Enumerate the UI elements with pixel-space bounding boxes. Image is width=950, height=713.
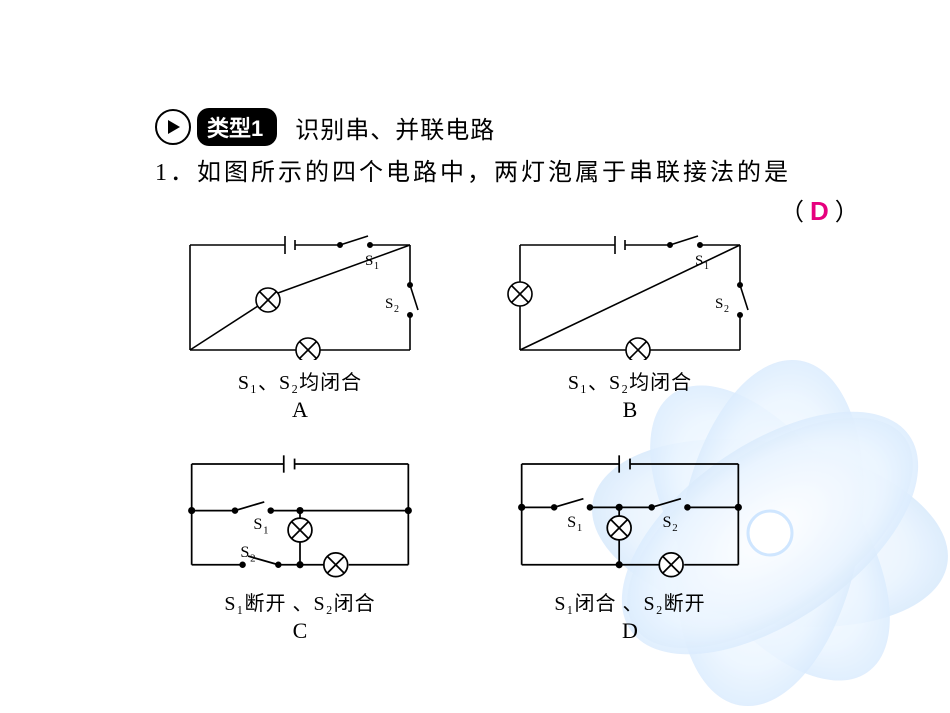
type-label: 类型1 <box>197 108 277 146</box>
diagram-c: S1 S2 S₁断开 、S₂闭合 C <box>170 451 430 644</box>
caption-c-letter: C <box>293 618 308 644</box>
svg-text:2: 2 <box>724 304 729 315</box>
question-body: 如图所示的四个电路中，两灯泡属于串联接法的是 <box>197 160 791 186</box>
question-number: 1． <box>155 160 197 186</box>
svg-text:S: S <box>695 253 703 269</box>
caption-a-letter: A <box>292 397 308 423</box>
caption-b-letter: B <box>623 397 638 423</box>
svg-text:2: 2 <box>250 553 255 565</box>
heading-title: 识别串、并联电路 <box>295 110 495 145</box>
svg-text:S: S <box>253 515 262 533</box>
svg-text:S: S <box>385 296 393 312</box>
question-text: 1．如图所示的四个电路中，两灯泡属于串联接法的是 <box>155 152 875 187</box>
svg-text:1: 1 <box>263 524 268 536</box>
svg-text:1: 1 <box>577 522 582 534</box>
svg-text:S: S <box>240 543 249 561</box>
circuit-b: S1 S2 <box>500 230 760 360</box>
paren-close: ） <box>835 192 859 227</box>
diagram-a: S1 S2 S₁、S₂均闭合 A <box>170 230 430 423</box>
section-heading: 类型1 识别串、并联电路 <box>155 108 495 146</box>
svg-text:1: 1 <box>704 261 709 272</box>
caption-a-cond: S₁、S₂均闭合 <box>238 366 362 395</box>
caption-b-cond: S₁、S₂均闭合 <box>568 366 692 395</box>
diagram-grid: S1 S2 S₁、S₂均闭合 A <box>170 230 790 672</box>
svg-text:2: 2 <box>394 304 399 315</box>
svg-text:S: S <box>567 513 576 531</box>
caption-d-cond: S₁闭合 、S₂断开 <box>554 587 705 616</box>
circuit-d: S1 S2 <box>500 451 760 581</box>
svg-text:1: 1 <box>374 261 379 272</box>
paren-open: （ <box>780 192 804 227</box>
diagram-b: S1 S2 S₁、S₂均闭合 B <box>500 230 760 423</box>
play-icon <box>155 109 191 145</box>
answer-paren: （ D ） <box>780 192 859 227</box>
svg-text:S: S <box>663 513 672 531</box>
diagram-d: S1 S2 S₁闭合 、S₂断开 D <box>500 451 760 644</box>
svg-text:2: 2 <box>672 522 677 534</box>
svg-text:S: S <box>365 253 373 269</box>
caption-c-cond: S₁断开 、S₂闭合 <box>224 587 375 616</box>
circuit-a: S1 S2 <box>170 230 430 360</box>
svg-text:S: S <box>715 296 723 312</box>
caption-d-letter: D <box>622 618 638 644</box>
circuit-c: S1 S2 <box>170 451 430 581</box>
answer-letter: D <box>810 196 829 227</box>
